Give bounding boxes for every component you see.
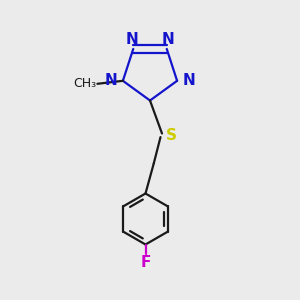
Text: N: N <box>125 32 138 46</box>
Text: N: N <box>105 73 118 88</box>
Text: S: S <box>166 128 177 142</box>
Text: N: N <box>182 73 195 88</box>
Text: N: N <box>162 32 175 46</box>
Text: F: F <box>140 255 151 270</box>
Text: CH₃: CH₃ <box>73 77 96 90</box>
